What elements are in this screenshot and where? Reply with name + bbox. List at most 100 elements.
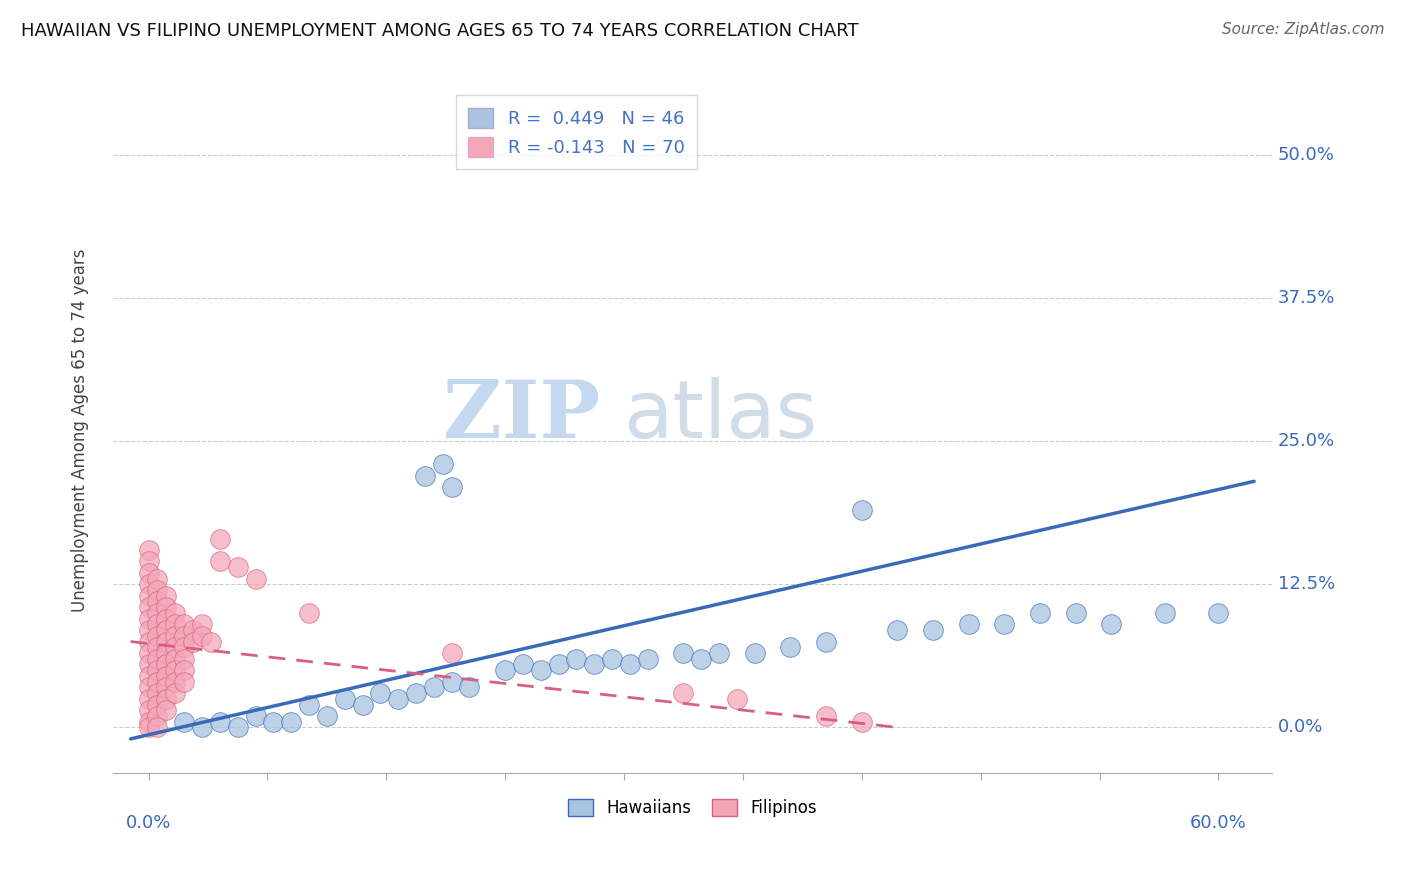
Point: [138, 589, 160, 603]
Point: [165, 686, 187, 700]
Point: [165, 674, 187, 689]
Point: [173, 617, 195, 632]
Point: [298, 698, 321, 712]
Point: [138, 634, 160, 648]
Point: [245, 709, 267, 723]
Point: [138, 657, 160, 672]
Point: [138, 623, 160, 637]
Point: [138, 543, 160, 558]
Point: [1029, 606, 1052, 620]
Point: [165, 640, 187, 655]
Point: [146, 698, 169, 712]
Text: atlas: atlas: [623, 377, 817, 455]
Point: [530, 663, 553, 677]
Point: [165, 663, 187, 677]
Point: [779, 640, 801, 655]
Point: [138, 669, 160, 683]
Point: [146, 617, 169, 632]
Y-axis label: Unemployment Among Ages 65 to 74 years: Unemployment Among Ages 65 to 74 years: [72, 248, 89, 612]
Point: [173, 651, 195, 665]
Point: [352, 698, 374, 712]
Point: [1101, 617, 1123, 632]
Point: [226, 720, 249, 734]
Point: [1064, 606, 1087, 620]
Point: [138, 703, 160, 717]
Legend: Hawaiians, Filipinos: Hawaiians, Filipinos: [558, 789, 827, 827]
Point: [181, 634, 204, 648]
Point: [155, 669, 177, 683]
Point: [851, 714, 873, 729]
Text: ZIP: ZIP: [443, 377, 600, 455]
Point: [600, 651, 623, 665]
Point: [886, 623, 908, 637]
Point: [387, 691, 409, 706]
Point: [440, 480, 463, 494]
Text: 12.5%: 12.5%: [1278, 575, 1334, 593]
Point: [155, 600, 177, 615]
Point: [173, 629, 195, 643]
Point: [138, 600, 160, 615]
Point: [138, 566, 160, 580]
Point: [690, 651, 713, 665]
Point: [138, 681, 160, 695]
Point: [146, 640, 169, 655]
Point: [165, 606, 187, 620]
Point: [208, 554, 231, 568]
Point: [173, 640, 195, 655]
Point: [146, 572, 169, 586]
Point: [1315, 160, 1337, 174]
Point: [432, 457, 454, 471]
Point: [637, 651, 659, 665]
Point: [138, 714, 160, 729]
Point: [146, 709, 169, 723]
Point: [146, 582, 169, 597]
Point: [155, 589, 177, 603]
Point: [583, 657, 606, 672]
Point: [146, 606, 169, 620]
Text: 37.5%: 37.5%: [1278, 289, 1336, 307]
Point: [672, 686, 695, 700]
Point: [155, 612, 177, 626]
Point: [993, 617, 1015, 632]
Point: [922, 623, 945, 637]
Point: [146, 674, 169, 689]
Point: [262, 714, 284, 729]
Text: Source: ZipAtlas.com: Source: ZipAtlas.com: [1222, 22, 1385, 37]
Point: [146, 629, 169, 643]
Point: [405, 686, 427, 700]
Point: [619, 657, 641, 672]
Text: 50.0%: 50.0%: [1278, 146, 1334, 164]
Point: [440, 674, 463, 689]
Point: [245, 572, 267, 586]
Point: [413, 468, 436, 483]
Point: [173, 714, 195, 729]
Point: [298, 606, 321, 620]
Point: [200, 634, 222, 648]
Point: [565, 651, 588, 665]
Point: [744, 646, 766, 660]
Point: [165, 651, 187, 665]
Point: [173, 663, 195, 677]
Point: [155, 634, 177, 648]
Point: [138, 554, 160, 568]
Point: [725, 691, 748, 706]
Point: [815, 709, 838, 723]
Point: [155, 681, 177, 695]
Point: [155, 691, 177, 706]
Point: [191, 720, 214, 734]
Text: 25.0%: 25.0%: [1278, 433, 1334, 450]
Point: [208, 714, 231, 729]
Point: [423, 681, 446, 695]
Point: [138, 646, 160, 660]
Point: [138, 577, 160, 591]
Point: [370, 686, 392, 700]
Point: [181, 623, 204, 637]
Point: [191, 629, 214, 643]
Text: HAWAIIAN VS FILIPINO UNEMPLOYMENT AMONG AGES 65 TO 74 YEARS CORRELATION CHART: HAWAIIAN VS FILIPINO UNEMPLOYMENT AMONG …: [21, 22, 859, 40]
Point: [138, 720, 160, 734]
Point: [138, 612, 160, 626]
Point: [208, 532, 231, 546]
Point: [672, 646, 695, 660]
Point: [165, 617, 187, 632]
Point: [851, 503, 873, 517]
